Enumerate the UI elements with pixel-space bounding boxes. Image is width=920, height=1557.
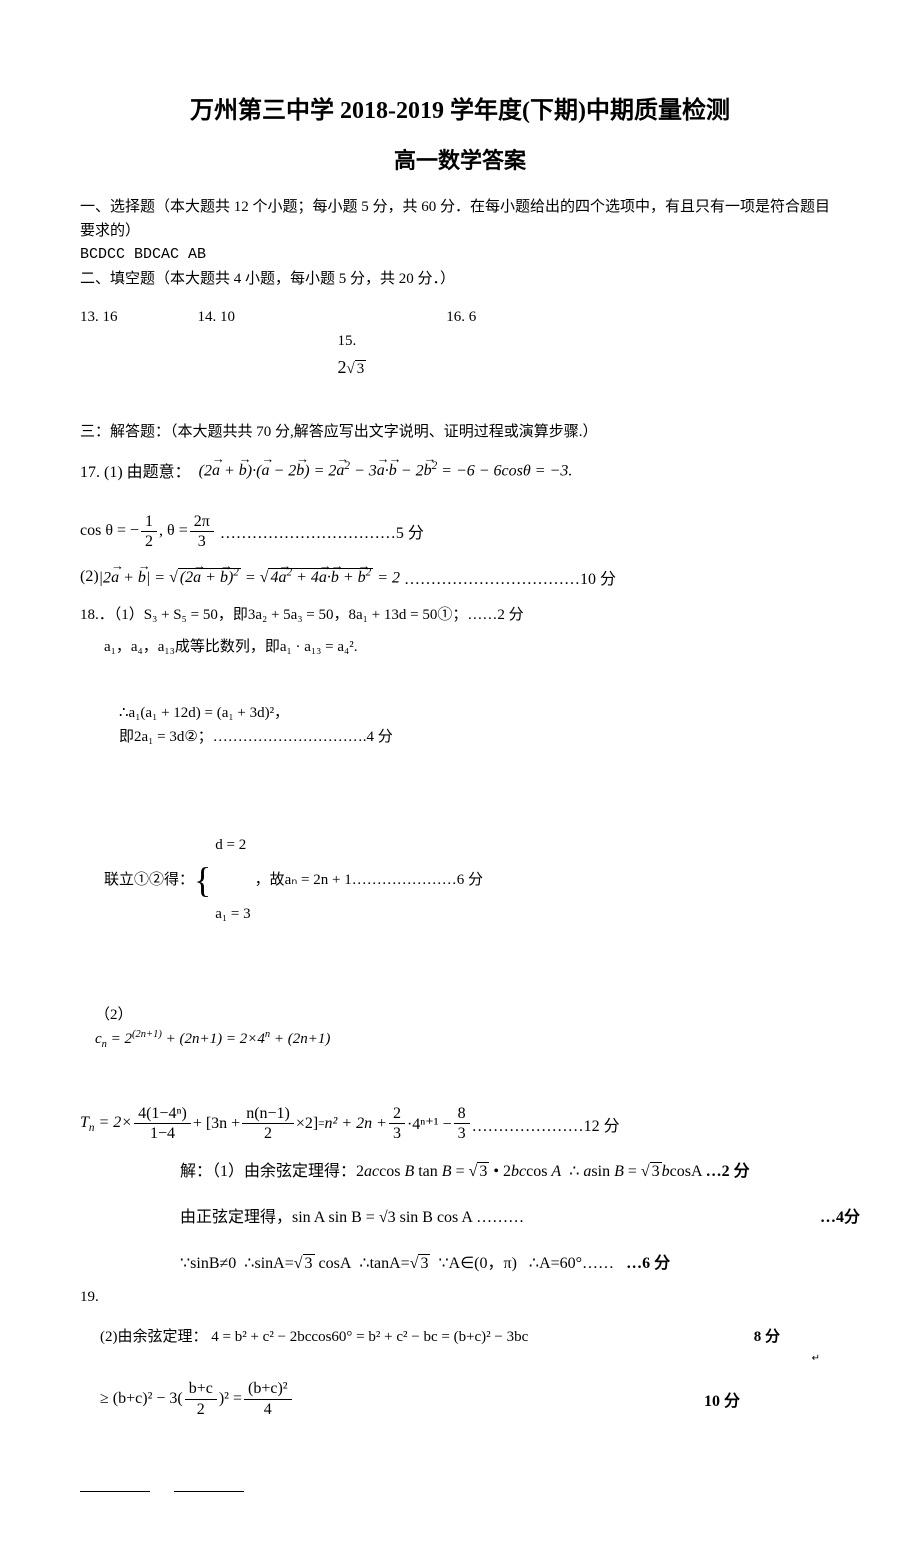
tn-f2-num: n(n−1) — [242, 1104, 294, 1124]
cos-den: 2 — [141, 532, 157, 551]
tn-mid1: + [3n + — [193, 1115, 240, 1133]
q17-p2-prefix: (2) — [80, 568, 99, 586]
page-container: 万州第三中学 2018-2019 学年度(下期)中期质量检测 高一数学答案 一、… — [0, 0, 920, 1557]
q19-p2-text: (2)由余弦定理： 4 = b² + c² − 2bccos60° = b² +… — [100, 1329, 528, 1345]
underline-2 — [174, 1491, 244, 1492]
q19-frac2: (b+c)² 4 — [244, 1379, 292, 1418]
q17-p1-mark: ……………………………5 分 — [220, 519, 424, 543]
q17-cos-theta: cos θ = − 1 2 , θ = 2π 3 ……………………………5 分 — [80, 512, 840, 551]
q15-coeff: 2 — [338, 357, 347, 377]
q16-label: 16. — [446, 309, 465, 325]
theta-den: 3 — [190, 532, 214, 551]
q17-part2: (2) |2a + b| = (2a + b)2 = 4a2 + 4a·b + … — [80, 565, 840, 589]
main-title: 万州第三中学 2018-2019 学年度(下期)中期质量检测 — [80, 90, 840, 125]
q18-union: 联立①②得： { d = 2 a₁ = 3 ，故aₙ = 2n + 1……………… — [80, 787, 840, 973]
section1-answers: BCDCC BDCAC AB — [80, 243, 840, 267]
q13-value: 16 — [103, 309, 118, 325]
q19-f1-den: 2 — [185, 1400, 217, 1419]
tn-f3-num: 2 — [389, 1104, 405, 1124]
q16: 16. 6 — [446, 305, 476, 329]
q19-p3-lhs: ≥ (b+c)² − 3( — [100, 1390, 183, 1408]
tn-f2-den: 2 — [242, 1124, 294, 1143]
q16-value: 6 — [469, 309, 477, 325]
fill-blank-row: 13. 16 14. 10 15. 23 16. 6 — [80, 305, 840, 406]
theta-lhs: , θ = — [159, 522, 188, 540]
q19-line2-mark: …4分 — [820, 1203, 860, 1227]
tn-f4-num: 8 — [454, 1104, 470, 1124]
tn-frac2: n(n−1) 2 — [242, 1104, 294, 1143]
q18-p5: （2） cn = 2(2n+1) + (2n+1) = 2×4n + (2n+1… — [80, 979, 840, 1078]
cos-num: 1 — [141, 512, 157, 532]
q18-tn: Tn = 2× 4(1−4ⁿ) 1−4 + [3n + n(n−1) 2 ×2]… — [80, 1104, 840, 1143]
section3-heading: 三：解答题：（本大题共共 70 分,解答应写出文字说明、证明过程或演算步骤.） — [80, 420, 840, 444]
q19-label: 19. — [80, 1285, 840, 1309]
q19-f2-num: (b+c)² — [244, 1379, 292, 1399]
footer-underlines — [80, 1479, 840, 1497]
tn-frac3: 2 3 — [389, 1104, 405, 1143]
q19-p3-mid: )² = — [219, 1390, 242, 1408]
brace-line2: a₁ = 3 — [215, 904, 250, 925]
q17-p1-prefix: 17. (1) 由题意： — [80, 458, 191, 482]
cos-lhs: cos θ = − — [80, 522, 139, 540]
tn-mark: …………………12 分 — [472, 1112, 620, 1136]
q18-p3-suffix: 即2a₁ = 3d②；………………………….4 分 — [119, 729, 393, 745]
q13-label: 13. — [80, 309, 99, 325]
tn-f1-den: 1−4 — [134, 1124, 191, 1143]
left-brace-icon: { — [194, 862, 211, 898]
cos-frac: 1 2 — [141, 512, 157, 551]
q14: 14. 10 — [198, 305, 236, 329]
tn-mid3: ·4ⁿ⁺¹ − — [407, 1114, 452, 1134]
theta-num: 2π — [190, 512, 214, 532]
brace-block: { d = 2 a₁ = 3 — [194, 787, 251, 973]
q15: 15. 23 — [315, 305, 366, 406]
underline-1 — [80, 1491, 150, 1492]
q15-radicand: 3 — [355, 360, 367, 377]
sub-title: 高一数学答案 — [80, 143, 840, 175]
q18-p3: ∴a₁(a₁ + 12d) = (a₁ + 3d)²， 即2a₁ = 3d②；…… — [80, 677, 840, 773]
tn-rhs1: n² + 2n + — [325, 1115, 387, 1133]
q19-p2-mark: 8 分 — [754, 1325, 780, 1349]
q17-part1: 17. (1) 由题意： (2a + b)·(a − 2b) = 2a2 − 3… — [80, 458, 840, 482]
q19-f2-den: 4 — [244, 1400, 292, 1419]
sqrt-icon: 3 — [347, 357, 367, 381]
q19-frac1: b+c 2 — [185, 1379, 217, 1418]
section2-heading: 二、填空题（本大题共 4 小题，每小题 5 分，共 20 分．） — [80, 267, 840, 291]
tn-f3-den: 3 — [389, 1124, 405, 1143]
q13: 13. 16 — [80, 305, 118, 329]
q19-p3: ≥ (b+c)² − 3( b+c 2 )² = (b+c)² 4 10 分 — [80, 1379, 840, 1418]
q14-value: 10 — [220, 309, 235, 325]
tn-f1-num: 4(1−4ⁿ) — [134, 1104, 191, 1124]
q14-label: 14. — [198, 309, 217, 325]
section1-heading: 一、选择题（本大题共 12 个小题；每小题 5 分，共 60 分．在每小题给出的… — [80, 195, 840, 243]
q19-p2: (2)由余弦定理： 4 = b² + c² − 2bccos60° = b² +… — [80, 1325, 840, 1349]
q15-label: 15. — [338, 333, 357, 349]
q18-p5-prefix: （2） — [95, 1007, 133, 1023]
q18-p3-prefix: ∴a₁(a₁ + 12d) = (a₁ + 3d)²， — [119, 705, 289, 721]
paragraph-mark-icon: ↵ — [812, 1351, 820, 1367]
theta-frac: 2π 3 — [190, 512, 214, 551]
q18-p2: a₁，a₄，a₁₃成等比数列，即a₁ · a₁₃ = a₄². — [80, 635, 840, 659]
q18-union-suffix: ，故aₙ = 2n + 1…………………6 分 — [255, 868, 483, 892]
q19-solution-block: 解：（1）由余弦定理得：2accos B tan B = 3 • 2bccos … — [180, 1157, 840, 1273]
q18-p1: 18.．（1）S₃ + S₅ = 50，即3a₂ + 5a₃ = 50，8a₁ … — [80, 603, 840, 627]
tn-frac1: 4(1−4ⁿ) 1−4 — [134, 1104, 191, 1143]
brace-line1: d = 2 — [215, 835, 250, 856]
q19-line2-left: 由正弦定理得，sin A sin B = √3 sin B cos A ……… — [180, 1209, 524, 1226]
tn-frac4: 8 3 — [454, 1104, 470, 1143]
tn-f4-den: 3 — [454, 1124, 470, 1143]
q17-p2-mark: ……………………………10 分 — [404, 565, 616, 589]
q18-union-prefix: 联立①②得： — [104, 868, 194, 892]
tn-mid2: ×2] — [296, 1115, 318, 1133]
q19-p3-mark: 10 分 — [704, 1387, 740, 1411]
q19-f1-num: b+c — [185, 1379, 217, 1399]
